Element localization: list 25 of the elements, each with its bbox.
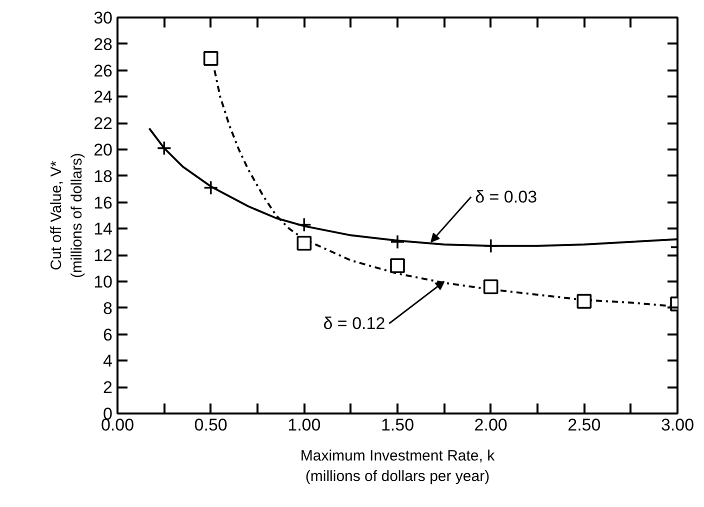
- y-tick-label: 28: [94, 34, 113, 54]
- y-tick-label: 12: [94, 246, 113, 266]
- y-tick-label: 22: [94, 114, 113, 134]
- y-tick-label: 26: [94, 61, 113, 80]
- x-tick-label: 0.50: [194, 416, 228, 434]
- y-tick-label: 18: [94, 166, 113, 186]
- y-tick-label: 20: [94, 140, 113, 160]
- x-tick-label: 1.50: [380, 416, 414, 434]
- y-tick-label: 24: [94, 88, 113, 107]
- y-tick-label: 2: [103, 378, 113, 398]
- y-tick-label: 4: [103, 352, 113, 371]
- x-tick-label: 1.00: [288, 416, 321, 434]
- y-tick-label: 6: [103, 325, 113, 344]
- x-axis-title: Maximum Investment Rate, k (millions of dollars per year): [300, 448, 496, 485]
- x-tick-label: 3.00: [660, 416, 694, 434]
- y-tick-label: 14: [94, 220, 113, 239]
- y-tick-label: 8: [103, 298, 113, 318]
- y-tick-label: 30: [94, 8, 113, 28]
- x-tick-label: 2.00: [474, 416, 508, 434]
- x-tick-label: 2.50: [568, 416, 601, 434]
- y-tick-label: 10: [94, 272, 113, 292]
- annotation: δ = 0.12: [323, 314, 386, 333]
- y-tick-label: 16: [94, 193, 113, 212]
- annotation: δ = 0.03: [475, 187, 538, 206]
- y-axis-title: Cut off Value, V* (millions of dollars): [48, 152, 86, 278]
